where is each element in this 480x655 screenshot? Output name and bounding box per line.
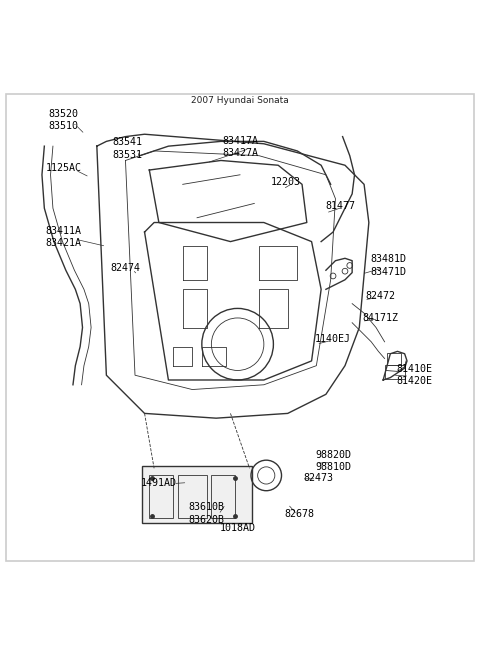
Text: 84171Z: 84171Z (363, 313, 399, 323)
Text: 82473: 82473 (304, 473, 334, 483)
Bar (211, 476, 235, 518)
Text: 1491AD: 1491AD (141, 477, 177, 487)
Text: 83520
83510: 83520 83510 (48, 109, 78, 131)
Bar (149, 476, 173, 518)
Text: 83411A
83421A: 83411A 83421A (46, 225, 82, 248)
Text: 1125AC: 1125AC (46, 162, 82, 173)
FancyBboxPatch shape (142, 466, 252, 523)
Text: 1140EJ: 1140EJ (315, 335, 351, 345)
Text: 82678: 82678 (285, 509, 315, 519)
Text: 83541
83531: 83541 83531 (113, 138, 143, 160)
Text: 98820D
98810D: 98820D 98810D (315, 450, 351, 472)
Text: 83417A
83427A: 83417A 83427A (222, 136, 258, 159)
Text: 83610B
83620B: 83610B 83620B (189, 502, 225, 525)
Text: 83481D
83471D: 83481D 83471D (370, 254, 406, 276)
Text: 2007 Hyundai Sonata: 2007 Hyundai Sonata (191, 96, 289, 105)
Text: 12203: 12203 (270, 177, 300, 187)
Text: 81477: 81477 (325, 201, 355, 211)
Text: 1018AD: 1018AD (220, 523, 256, 533)
Text: 82474: 82474 (110, 263, 141, 273)
Bar (384, 365, 405, 379)
Text: 81410E
81420E: 81410E 81420E (396, 364, 432, 386)
Bar (387, 353, 401, 365)
Text: 82472: 82472 (366, 291, 396, 301)
Bar (178, 476, 206, 518)
